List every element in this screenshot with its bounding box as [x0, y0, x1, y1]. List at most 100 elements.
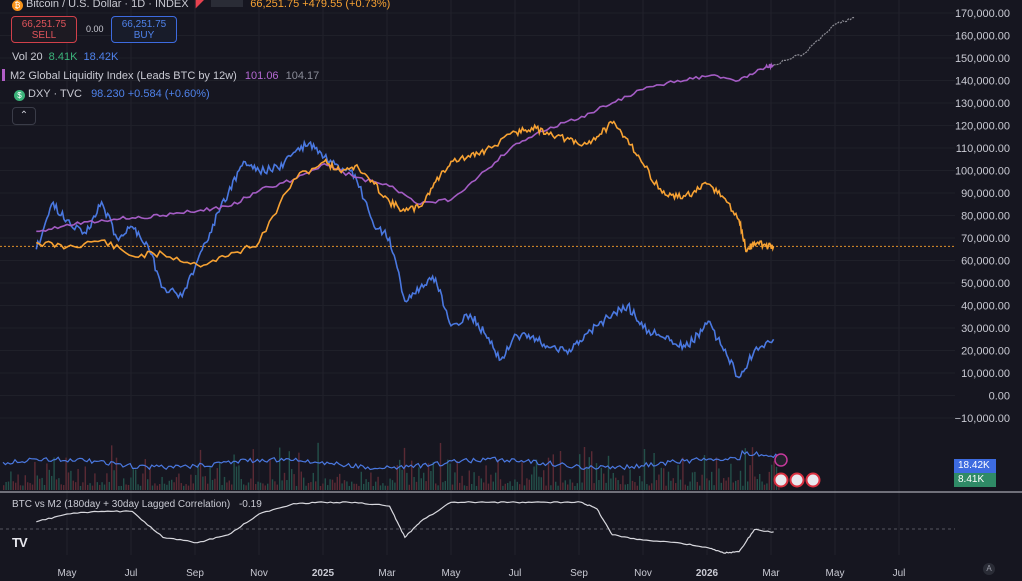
volume-bar — [365, 479, 367, 490]
volume-bar — [418, 467, 420, 490]
x-tick-label: Jul — [509, 568, 522, 579]
volume-bar — [459, 482, 461, 490]
y-tick-label: 60,000.00 — [961, 256, 1010, 268]
volume-bar — [319, 485, 322, 490]
volume-bar — [41, 477, 43, 490]
volume-bar — [523, 485, 526, 490]
volume-bar — [475, 485, 478, 490]
symbol-title[interactable]: ₿ Bitcoin / U.S. Dollar · 1D · INDEX ◤ 66… — [12, 0, 390, 11]
event-markers[interactable] — [773, 453, 821, 488]
volume-bar — [387, 485, 389, 490]
dxy-legend[interactable]: $ DXY · TVC 98.230 +0.584 (+0.60%) — [14, 88, 210, 101]
volume-bar — [341, 483, 343, 490]
volume-bar — [768, 471, 770, 490]
volume-bar — [677, 465, 679, 490]
volume-bar — [559, 451, 562, 490]
volume-bar — [99, 484, 101, 490]
us-flag-icon[interactable] — [789, 472, 805, 488]
volume-bar — [175, 477, 178, 490]
volume-bar — [75, 482, 77, 490]
us-flag-icon[interactable] — [773, 472, 789, 488]
volume-bar — [605, 482, 607, 490]
volume-legend[interactable]: Vol 20 8.41K 18.42K — [12, 51, 118, 63]
volume-bar — [701, 474, 703, 490]
volume-bar — [449, 463, 451, 490]
volume-bar — [687, 485, 689, 490]
buy-button[interactable]: 66,251.75 BUY — [111, 16, 177, 43]
correlation-legend[interactable]: BTC vs M2 (180day + 30day Lagged Correla… — [12, 499, 262, 510]
volume-bar — [173, 482, 175, 490]
volume-bar — [411, 460, 413, 490]
volume-bar — [564, 480, 566, 490]
volume-bar — [708, 480, 710, 490]
volume-bar — [120, 485, 122, 490]
auto-scale-button[interactable]: A — [983, 563, 995, 575]
volume-badge-label: 8.41K — [958, 474, 985, 485]
volume-bar — [310, 482, 312, 490]
volume-bar — [147, 479, 149, 490]
volume-bar — [247, 482, 250, 490]
volume-bar — [159, 484, 161, 490]
volume-bar — [495, 472, 497, 490]
m2-value-secondary: 104.17 — [285, 70, 320, 82]
volume-bar — [288, 451, 290, 490]
volume-bar — [715, 457, 718, 490]
volume-bar — [370, 472, 372, 490]
volume-bar — [351, 481, 353, 490]
volume-bar — [281, 480, 283, 490]
grid — [66, 0, 900, 555]
volume-bar — [670, 480, 672, 490]
volume-bar — [101, 482, 103, 490]
y-tick-label: 140,000.00 — [955, 76, 1010, 88]
volume-bar — [245, 485, 247, 490]
volume-bar — [759, 473, 761, 490]
volume-bar — [689, 481, 691, 490]
volume-bar — [276, 484, 278, 490]
volume-bar — [579, 454, 581, 490]
volume-bar — [5, 481, 7, 490]
volume-bar — [492, 481, 494, 490]
volume-bar — [574, 485, 576, 490]
volume-bar — [485, 465, 487, 490]
series-m2-line — [36, 62, 775, 233]
volume-bar — [262, 483, 264, 490]
volume-bar — [267, 483, 269, 490]
y-tick-label: 40,000.00 — [961, 301, 1010, 313]
volume-bar — [658, 474, 660, 490]
volume-bar — [442, 482, 444, 490]
us-flag-icon[interactable] — [805, 472, 821, 488]
volume-bar — [703, 455, 706, 490]
sell-price: 66,251.75 — [21, 19, 67, 30]
volume-bar — [202, 476, 204, 490]
volume-bar — [466, 485, 468, 490]
volume-bar — [420, 478, 422, 490]
volume-bar — [749, 465, 751, 490]
volume-bar — [511, 485, 514, 490]
volume-bar — [46, 463, 48, 490]
lightning-icon[interactable] — [774, 453, 788, 467]
volume-bar — [39, 478, 41, 490]
collapse-legend-button[interactable]: ⌃ — [12, 107, 36, 125]
x-tick-label: 2026 — [696, 568, 719, 579]
volume-bar — [255, 484, 257, 490]
volume-bar — [17, 474, 19, 490]
volume-bar — [588, 457, 590, 490]
volume-bar — [639, 475, 641, 490]
volume-bar — [636, 485, 638, 490]
m2-legend[interactable]: M2 Global Liquidity Index (Leads BTC by … — [2, 69, 319, 82]
x-axis[interactable]: May Jul Sep Nov 2025 Mar May Jul Sep Nov 2026 Mar Ma… — [58, 568, 906, 579]
volume-bar — [540, 477, 542, 490]
volume-bar — [123, 478, 125, 490]
volume-bar — [219, 462, 221, 490]
series-btc-line — [35, 120, 775, 268]
sell-button[interactable]: 66,251.75 SELL — [11, 16, 77, 43]
y-tick-label: 10,000.00 — [961, 368, 1010, 380]
tradingview-logo[interactable]: TV — [12, 535, 28, 550]
volume-bar — [214, 478, 216, 490]
volume-ma-value: 18.42K — [83, 51, 119, 63]
y-axis[interactable]: 170,000.00 160,000.00 150,000.00 140,000.00… — [955, 8, 1010, 425]
volume-bar — [516, 481, 518, 490]
volume-bar — [279, 447, 281, 490]
volume-bar — [163, 483, 166, 490]
